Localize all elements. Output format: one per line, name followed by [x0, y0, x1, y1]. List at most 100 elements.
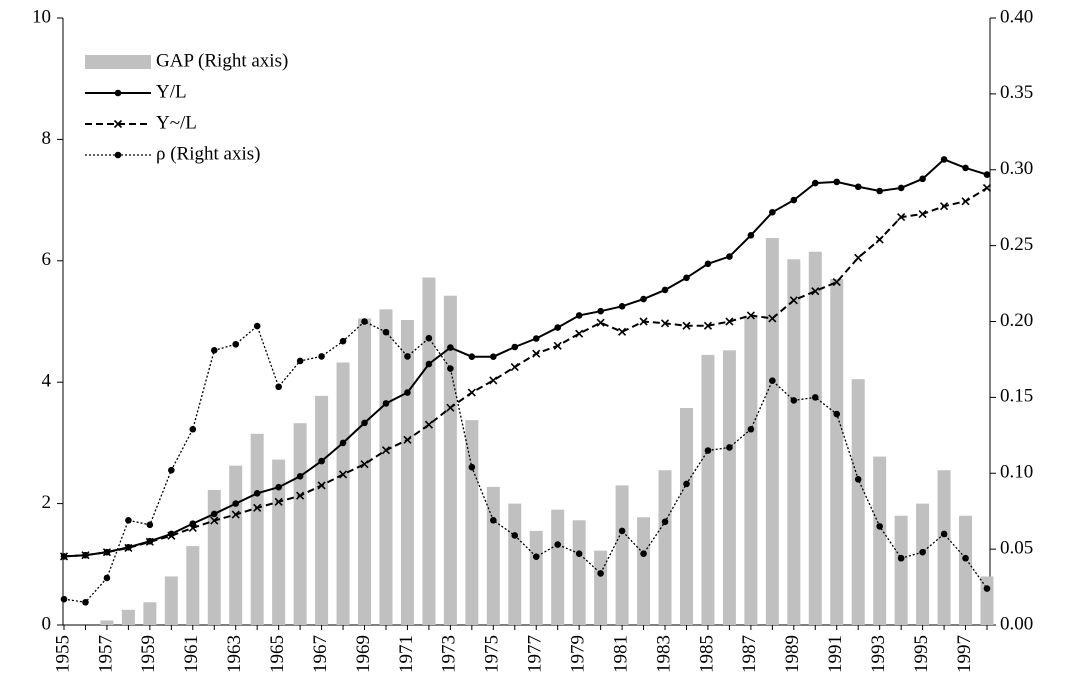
point	[403, 435, 412, 444]
point	[961, 197, 970, 206]
bar	[615, 485, 629, 625]
point	[833, 410, 841, 418]
point	[875, 235, 884, 244]
x-tick-label: 1963	[224, 635, 245, 673]
x-tick-label: 1989	[782, 635, 803, 673]
x-tick-label: 1987	[739, 635, 760, 673]
point	[704, 260, 712, 268]
y2-tick-label: 0.25	[1000, 234, 1033, 255]
point	[553, 341, 562, 350]
point	[253, 322, 261, 330]
bar	[959, 515, 973, 625]
point	[854, 253, 863, 262]
x-tick-label: 1959	[138, 635, 159, 673]
y2-tick-label: 0.05	[1000, 537, 1033, 558]
point	[747, 425, 755, 433]
bar	[830, 279, 844, 625]
point	[125, 516, 132, 524]
point	[832, 277, 841, 287]
legend-label: Y/L	[156, 81, 187, 102]
point	[876, 187, 883, 195]
point	[253, 489, 261, 497]
point	[274, 497, 283, 506]
x-tick-label: 1965	[267, 635, 288, 673]
bar	[465, 420, 479, 625]
point	[811, 179, 819, 187]
point	[404, 389, 411, 396]
bar	[572, 520, 586, 625]
point	[618, 527, 626, 535]
y2-tick-label: 0.35	[1000, 82, 1033, 103]
y2-tick-label: 0.20	[1000, 310, 1033, 331]
point	[854, 476, 862, 483]
point	[360, 460, 369, 469]
point	[338, 470, 348, 479]
legend-label: ρ (Right axis)	[156, 143, 260, 164]
point	[639, 317, 648, 326]
point	[81, 551, 90, 560]
bar	[594, 550, 608, 625]
x-tick-label: 1969	[353, 635, 374, 673]
point	[940, 530, 948, 538]
point	[661, 518, 669, 526]
point	[575, 312, 583, 319]
point	[962, 164, 969, 172]
y-tick-label: 8	[42, 128, 52, 149]
x-tick-label: 1995	[911, 635, 932, 673]
point	[145, 537, 154, 546]
point	[618, 327, 627, 336]
point	[747, 232, 755, 239]
point	[746, 311, 755, 320]
point	[296, 357, 304, 365]
y2-tick-label: 0.10	[1000, 462, 1033, 483]
point	[467, 388, 476, 397]
point	[296, 472, 304, 480]
bar	[701, 354, 715, 625]
point	[189, 425, 197, 433]
point	[510, 362, 519, 372]
point	[918, 209, 927, 219]
point	[296, 491, 305, 500]
point	[726, 444, 733, 451]
point	[468, 463, 476, 471]
bar	[679, 407, 693, 625]
line	[63, 158, 988, 558]
point	[769, 377, 776, 384]
point	[854, 183, 862, 191]
point	[532, 553, 540, 561]
point	[597, 307, 604, 315]
point	[704, 447, 712, 454]
point	[897, 213, 906, 222]
point	[318, 457, 325, 465]
x-tick-label: 1983	[653, 635, 674, 673]
legend-marker	[114, 89, 122, 97]
point	[425, 334, 433, 342]
point	[60, 595, 68, 603]
x-tick-label: 1957	[95, 635, 116, 673]
legend-marker	[114, 151, 122, 159]
point	[339, 337, 347, 345]
point	[962, 554, 969, 562]
point	[490, 353, 497, 361]
point	[919, 548, 926, 556]
point	[253, 503, 262, 512]
point	[640, 550, 647, 557]
point	[597, 570, 604, 577]
point	[232, 340, 240, 348]
point	[940, 156, 948, 163]
point	[575, 329, 584, 338]
bar	[400, 319, 414, 625]
point	[554, 541, 561, 548]
bar	[551, 509, 565, 625]
point	[210, 516, 219, 525]
point	[425, 360, 433, 368]
point	[447, 344, 454, 351]
point	[490, 516, 497, 524]
point	[489, 376, 498, 385]
y-tick-label: 10	[32, 6, 51, 27]
point	[361, 318, 368, 325]
bar	[722, 350, 736, 625]
legend-marker	[113, 119, 123, 129]
bar	[422, 277, 436, 625]
